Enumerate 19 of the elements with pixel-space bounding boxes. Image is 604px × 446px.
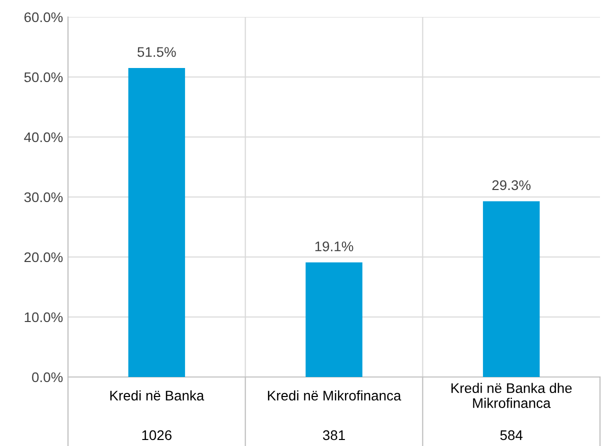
y-tick-label: 10.0% [24, 312, 63, 322]
x-tick-label: Kredi në Banka dhe Mikrofinanca [451, 382, 572, 408]
data-label: 19.1% [315, 241, 354, 252]
text: 1026 [142, 430, 172, 440]
x-tick-label: Kredi në Banka [110, 390, 204, 401]
bar [482, 201, 540, 377]
text: 381 [322, 430, 345, 440]
bar [128, 68, 186, 377]
y-tick-label: 50.0% [24, 72, 63, 82]
data-label: 51.5% [138, 47, 176, 57]
y-tick-label: 30.0% [24, 192, 63, 202]
bar [306, 262, 362, 377]
text: 584 [500, 430, 523, 440]
y-tick-label: 0.0% [32, 372, 63, 382]
y-tick-label: 60.0% [24, 12, 63, 22]
data-label: 29.3% [492, 180, 531, 190]
y-tick-label: 20.0% [24, 252, 63, 262]
x-tick-label: Kredi në Mikrofinanca [268, 390, 402, 401]
y-tick-label: 40.0% [24, 132, 63, 142]
